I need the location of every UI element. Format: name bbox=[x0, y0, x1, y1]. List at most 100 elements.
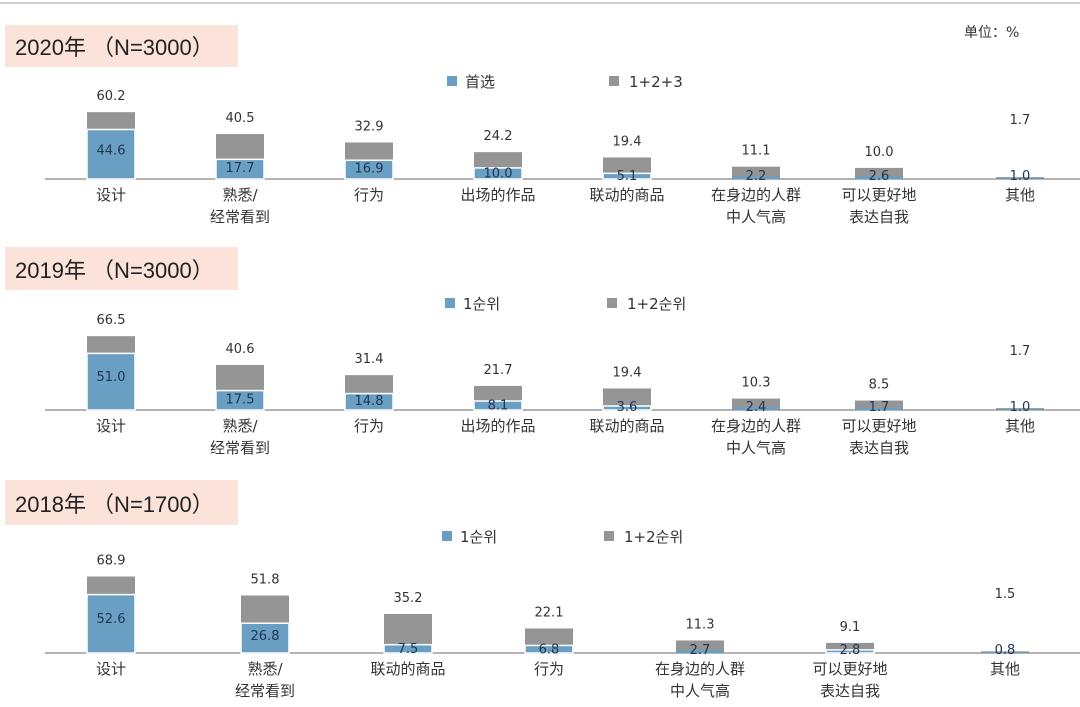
bar-first bbox=[732, 407, 780, 410]
legend-label: 1순위 bbox=[460, 528, 497, 546]
unit-label: 单位：% bbox=[964, 25, 1020, 41]
bar-first bbox=[86, 352, 136, 411]
category-label: 在身边的人群 bbox=[711, 186, 801, 204]
data-label-first: 16.9 bbox=[355, 162, 384, 177]
bar-first bbox=[602, 172, 652, 180]
data-label-total: 19.4 bbox=[613, 134, 642, 149]
category-label: 行为 bbox=[534, 660, 564, 678]
data-label-first: 2.6 bbox=[869, 169, 890, 184]
legend-label: 1+2+3 bbox=[629, 73, 683, 91]
legend-label: 首选 bbox=[465, 73, 495, 91]
bar-total bbox=[855, 400, 903, 410]
top-divider bbox=[0, 2, 1080, 4]
category-label: 设计 bbox=[96, 660, 126, 678]
legend-label: 1+2순위 bbox=[627, 295, 686, 313]
category-label: 中人气高 bbox=[726, 439, 786, 457]
panel-2020-title: 2020年 （N=3000） bbox=[5, 25, 238, 67]
data-label-first: 51.0 bbox=[97, 370, 126, 385]
category-label: 经常看到 bbox=[210, 439, 270, 457]
data-label-total: 10.3 bbox=[742, 376, 771, 391]
bar-first bbox=[86, 128, 136, 180]
data-label-total: 1.7 bbox=[1010, 113, 1031, 128]
data-label-first: 7.5 bbox=[398, 642, 419, 657]
bar-total bbox=[732, 398, 780, 410]
data-label-total: 32.9 bbox=[355, 119, 384, 134]
bar-first bbox=[215, 389, 265, 411]
legend-swatch bbox=[609, 76, 619, 86]
data-label-first: 26.8 bbox=[251, 629, 280, 644]
category-label: 中人气高 bbox=[670, 682, 730, 700]
category-label: 行为 bbox=[354, 186, 384, 204]
data-label-first: 6.8 bbox=[539, 642, 560, 657]
data-label-first: 2.7 bbox=[690, 643, 711, 658]
data-label-total: 60.2 bbox=[97, 89, 126, 104]
bar-first bbox=[602, 405, 652, 411]
legend-swatch bbox=[604, 531, 614, 541]
data-label-first: 17.7 bbox=[226, 161, 255, 176]
legend-swatch bbox=[447, 76, 457, 86]
data-label-first: 44.6 bbox=[97, 143, 126, 158]
category-label: 经常看到 bbox=[210, 208, 270, 226]
data-label-total: 66.5 bbox=[97, 313, 126, 328]
category-label: 中人气高 bbox=[726, 208, 786, 226]
data-label-first: 2.8 bbox=[840, 643, 861, 658]
data-label-first: 1.7 bbox=[869, 400, 890, 415]
bar-first bbox=[676, 650, 724, 653]
data-label-total: 22.1 bbox=[535, 605, 564, 620]
category-label: 熟悉/ bbox=[247, 660, 283, 678]
bar-total bbox=[603, 388, 651, 410]
category-label: 表达自我 bbox=[849, 208, 909, 226]
data-label-first: 3.6 bbox=[617, 400, 638, 415]
data-label-total: 10.0 bbox=[865, 145, 894, 160]
data-label-total: 8.5 bbox=[869, 378, 890, 393]
data-label-total: 35.2 bbox=[394, 591, 423, 606]
category-label: 联动的商品 bbox=[589, 186, 664, 204]
legend-label: 1+2순위 bbox=[624, 528, 683, 546]
data-label-total: 9.1 bbox=[840, 620, 861, 635]
bar-total bbox=[676, 640, 724, 653]
bar-first bbox=[473, 400, 523, 411]
bar-first bbox=[825, 649, 875, 654]
bar-first bbox=[996, 408, 1044, 410]
data-label-total: 21.7 bbox=[484, 363, 513, 378]
category-label: 熟悉/ bbox=[222, 186, 258, 204]
bar-total bbox=[826, 642, 874, 653]
data-label-first: 52.6 bbox=[97, 612, 126, 627]
bar-total bbox=[732, 166, 780, 179]
bar-first bbox=[524, 644, 574, 654]
bar-first bbox=[240, 622, 290, 654]
bar-total bbox=[855, 167, 903, 179]
data-label-total: 40.5 bbox=[226, 111, 255, 126]
bar-first bbox=[473, 167, 523, 180]
panel-2018-title: 2018年 （N=1700） bbox=[5, 480, 238, 525]
data-label-first: 2.4 bbox=[746, 400, 767, 415]
category-label: 出场的作品 bbox=[460, 186, 535, 204]
bar-first bbox=[981, 652, 1029, 653]
category-label: 联动的商品 bbox=[589, 417, 664, 435]
data-label-first: 2.2 bbox=[746, 169, 767, 184]
data-label-total: 24.2 bbox=[484, 129, 513, 144]
data-label-total: 40.6 bbox=[226, 342, 255, 357]
category-label: 表达自我 bbox=[820, 682, 880, 700]
category-label: 其他 bbox=[1005, 417, 1035, 435]
category-label: 出场的作品 bbox=[460, 417, 535, 435]
category-label: 在身边的人群 bbox=[711, 417, 801, 435]
category-label: 表达自我 bbox=[849, 439, 909, 457]
data-label-total: 11.1 bbox=[742, 144, 771, 159]
category-label: 可以更好地 bbox=[841, 417, 916, 435]
legend-swatch bbox=[445, 298, 455, 308]
category-label: 设计 bbox=[96, 417, 126, 435]
data-label-first: 1.0 bbox=[1010, 169, 1031, 184]
data-label-first: 8.1 bbox=[488, 399, 509, 414]
data-label-total: 51.8 bbox=[251, 573, 280, 588]
bar-first bbox=[383, 643, 433, 654]
data-label-total: 1.7 bbox=[1010, 344, 1031, 359]
category-label: 其他 bbox=[1005, 186, 1035, 204]
data-label-first: 0.8 bbox=[995, 643, 1016, 658]
data-label-total: 31.4 bbox=[355, 352, 384, 367]
category-label: 行为 bbox=[354, 417, 384, 435]
bar-first bbox=[215, 158, 265, 180]
bar-first bbox=[344, 392, 394, 411]
data-label-first: 10.0 bbox=[484, 166, 513, 181]
category-label: 经常看到 bbox=[235, 682, 295, 700]
